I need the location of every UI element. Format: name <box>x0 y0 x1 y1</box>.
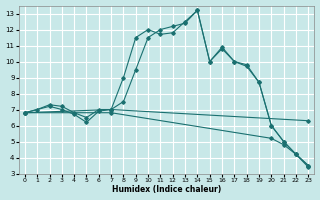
X-axis label: Humidex (Indice chaleur): Humidex (Indice chaleur) <box>112 185 221 194</box>
